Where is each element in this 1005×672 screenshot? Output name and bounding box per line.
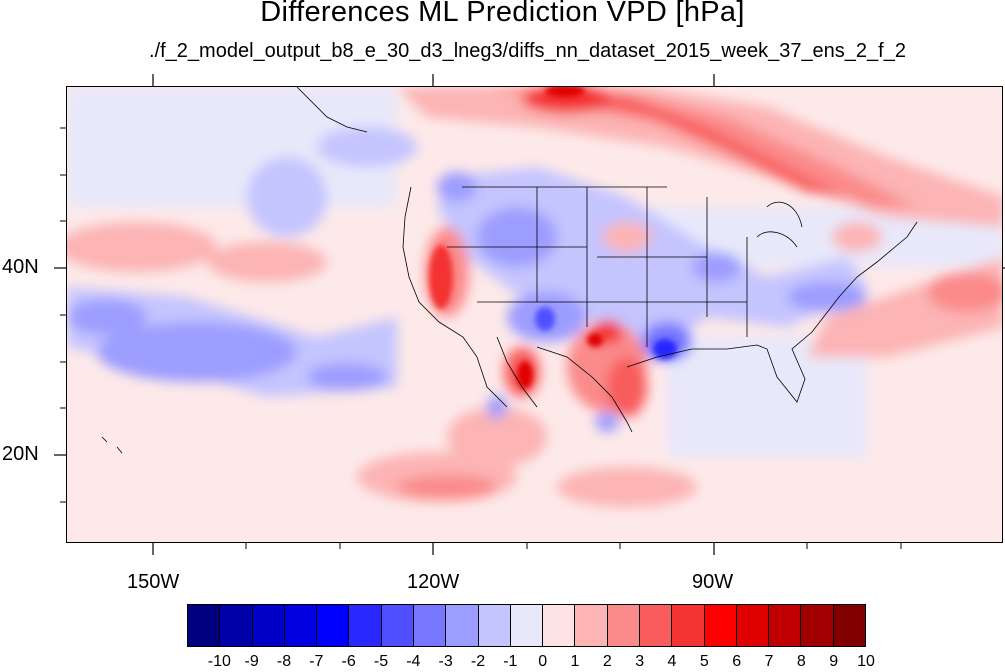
colorbar-tick-label: -6 — [341, 653, 356, 670]
colorbar-tick-label: -10 — [207, 653, 231, 670]
colorbar-box — [543, 605, 576, 646]
map-field — [67, 87, 1002, 542]
colorbar-tick-label: -7 — [309, 653, 324, 670]
colorbar-tick-label: -8 — [276, 653, 292, 670]
colorbar-tick-label: 1 — [570, 653, 580, 670]
colorbar-box — [284, 605, 318, 646]
colorbar-box — [769, 605, 802, 646]
colorbar-box — [575, 605, 608, 646]
colorbar-box — [252, 605, 285, 646]
colorbar-tick-label: -4 — [406, 653, 421, 670]
colorbar-box — [220, 605, 253, 646]
lon-label-90w: 90W — [692, 571, 734, 593]
colorbar-tick-label: -3 — [438, 653, 453, 670]
colorbar-tick-label: 0 — [538, 653, 548, 670]
colorbar-tick-label: 8 — [796, 653, 806, 670]
colorbar-box — [349, 605, 382, 646]
colorbar-box — [639, 605, 673, 646]
colorbar-tick-label: 2 — [602, 653, 612, 670]
colorbar-box — [672, 605, 705, 646]
colorbar-tick-label: 6 — [732, 653, 742, 670]
coastline — [101, 87, 918, 454]
colorbar-tick-label: 10 — [857, 653, 875, 670]
lat-label-20n: 20N — [2, 443, 39, 465]
colorbar-tick-label: 4 — [667, 653, 677, 670]
colorbar-box — [317, 605, 350, 646]
colorbar-box — [704, 605, 737, 646]
colorbar-box — [478, 605, 511, 646]
colorbar-box — [413, 605, 447, 646]
colorbar-box — [833, 605, 865, 646]
colorbar-tick-label: 9 — [829, 653, 839, 670]
lat-label-40n: 40N — [2, 256, 39, 278]
colorbar-tick-label: -1 — [503, 653, 518, 670]
colorbar — [187, 604, 866, 647]
colorbar-tick-label: -5 — [373, 653, 389, 670]
lon-label-150w: 150W — [127, 571, 180, 593]
colorbar-tick-label: -2 — [470, 653, 486, 670]
colorbar-box — [188, 605, 221, 646]
plot-title: Differences ML Prediction VPD [hPa] — [260, 0, 745, 28]
colorbar-tick-label: 7 — [764, 653, 774, 670]
vpd-difference-map — [66, 86, 1003, 543]
colorbar-box — [446, 605, 479, 646]
lon-label-120w: 120W — [407, 571, 460, 593]
colorbar-tick-label: 3 — [635, 653, 645, 670]
colorbar-tick-label: 5 — [699, 653, 709, 670]
colorbar-box — [801, 605, 834, 646]
colorbar-box — [607, 605, 640, 646]
colorbar-box — [510, 605, 544, 646]
plot-subtitle: ./f_2_model_output_b8_e_30_d3_lneg3/diff… — [149, 40, 906, 62]
colorbar-box — [381, 605, 414, 646]
colorbar-box — [736, 605, 770, 646]
colorbar-tick-label: -9 — [244, 653, 259, 670]
